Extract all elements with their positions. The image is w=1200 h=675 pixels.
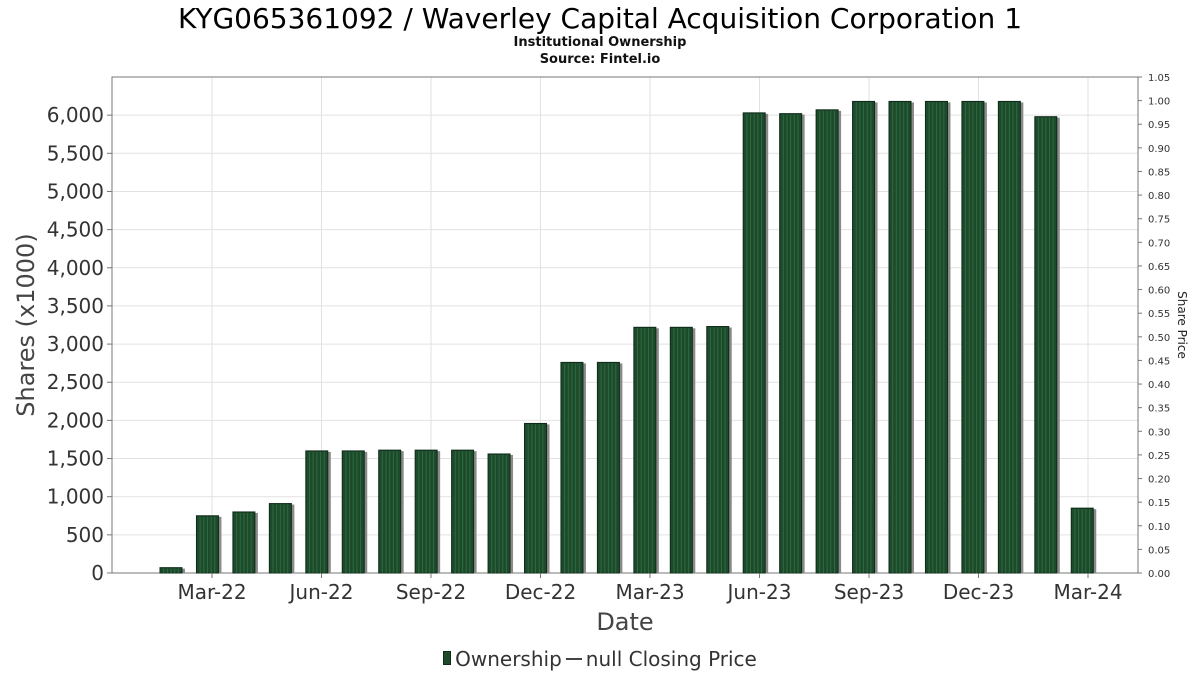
y-right-tick-label: 0.50 [1148,333,1170,344]
y-tick-label: 3,500 [47,294,104,318]
y-right-tick-label: 1.05 [1148,73,1170,84]
ownership-swatch-icon [443,651,452,665]
x-tick-label: Sep-22 [396,580,466,604]
y-tick-label: 4,500 [47,218,104,242]
y-tick-label: 4,000 [47,256,104,280]
y-right-tick-label: 0.75 [1148,215,1170,226]
y-right-tick-label: 0.40 [1148,380,1170,391]
y-right-tick-label: 0.05 [1148,545,1170,556]
y-right-tick-label: 0.65 [1148,262,1170,273]
y-right-tick-label: 0.55 [1148,309,1170,320]
y-tick-label: 1,500 [47,447,104,471]
y-right-tick-label: 0.60 [1148,286,1170,297]
y-right-tick-label: 0.90 [1148,144,1170,155]
x-tick-label: Mar-22 [177,580,246,604]
plot-area [111,76,1139,574]
y-right-tick-label: 0.30 [1148,427,1170,438]
y-axis-title: Shares (x1000) [12,233,40,416]
x-tick-label: Sep-23 [834,580,904,604]
chart-subtitle: Institutional Ownership [513,35,687,50]
chart-source: Source: Fintel.io [539,52,661,67]
x-tick-label: Mar-23 [615,580,684,604]
legend-ownership-label: Ownership [455,647,562,671]
y-right-tick-label: 0.15 [1148,498,1170,509]
y-right-tick-label: 0.20 [1148,475,1170,486]
y-right-tick-label: 0.80 [1148,191,1170,202]
y-tick-label: 3,000 [47,332,104,356]
y-tick-label: 0 [91,561,104,585]
y-tick-label: 2,500 [47,370,104,394]
x-axis: Mar-22 Jun-22 Sep-22 Dec-22 Mar-23 Jun-23 Sep-… [177,573,1123,604]
closing-price-line-icon [565,658,582,660]
x-tick-label: Dec-22 [505,580,576,604]
y-axis-left: 0 500 1,000 1,500 2,000 2,500 3,000 3,500 4,000 4… [47,103,112,585]
y-right-tick-label: 0.35 [1148,404,1170,415]
x-tick-label: Jun-23 [726,580,792,604]
y-tick-label: 2,000 [47,408,104,432]
x-tick-label: Jun-22 [288,580,354,604]
x-tick-label: Dec-23 [943,580,1014,604]
legend: Ownership null Closing Price [0,647,1200,671]
y-right-tick-label: 0.45 [1148,356,1170,367]
x-tick-label: Mar-24 [1053,580,1122,604]
y-axis-right-title: Share Price [1175,291,1189,359]
x-axis-title: Date [596,608,653,636]
ownership-chart: 0 500 1,000 1,500 2,000 2,500 3,000 3,500 4,000 4… [12,73,1189,636]
legend-closing-price-label: null Closing Price [585,647,757,671]
y-tick-label: 5,000 [47,179,104,203]
chart-title: KYG065361092 / Waverley Capital Acquisit… [177,2,1023,35]
y-right-tick-label: 0.85 [1148,167,1170,178]
y-right-tick-label: 0.25 [1148,451,1170,462]
y-tick-label: 500 [66,523,104,547]
y-right-tick-label: 1.00 [1148,97,1170,108]
y-tick-label: 5,500 [47,141,104,165]
bars [159,100,1097,574]
y-right-tick-label: 0.10 [1148,522,1170,533]
y-right-tick-label: 0.70 [1148,238,1170,249]
y-tick-label: 6,000 [47,103,104,127]
y-right-tick-label: 0.00 [1148,569,1170,580]
y-right-tick-label: 0.95 [1148,120,1170,131]
y-tick-label: 1,000 [47,485,104,509]
y-axis-right: 0.00 0.05 0.10 0.15 0.20 0.25 0.30 0.35 0.40 0.45… [1138,73,1170,580]
